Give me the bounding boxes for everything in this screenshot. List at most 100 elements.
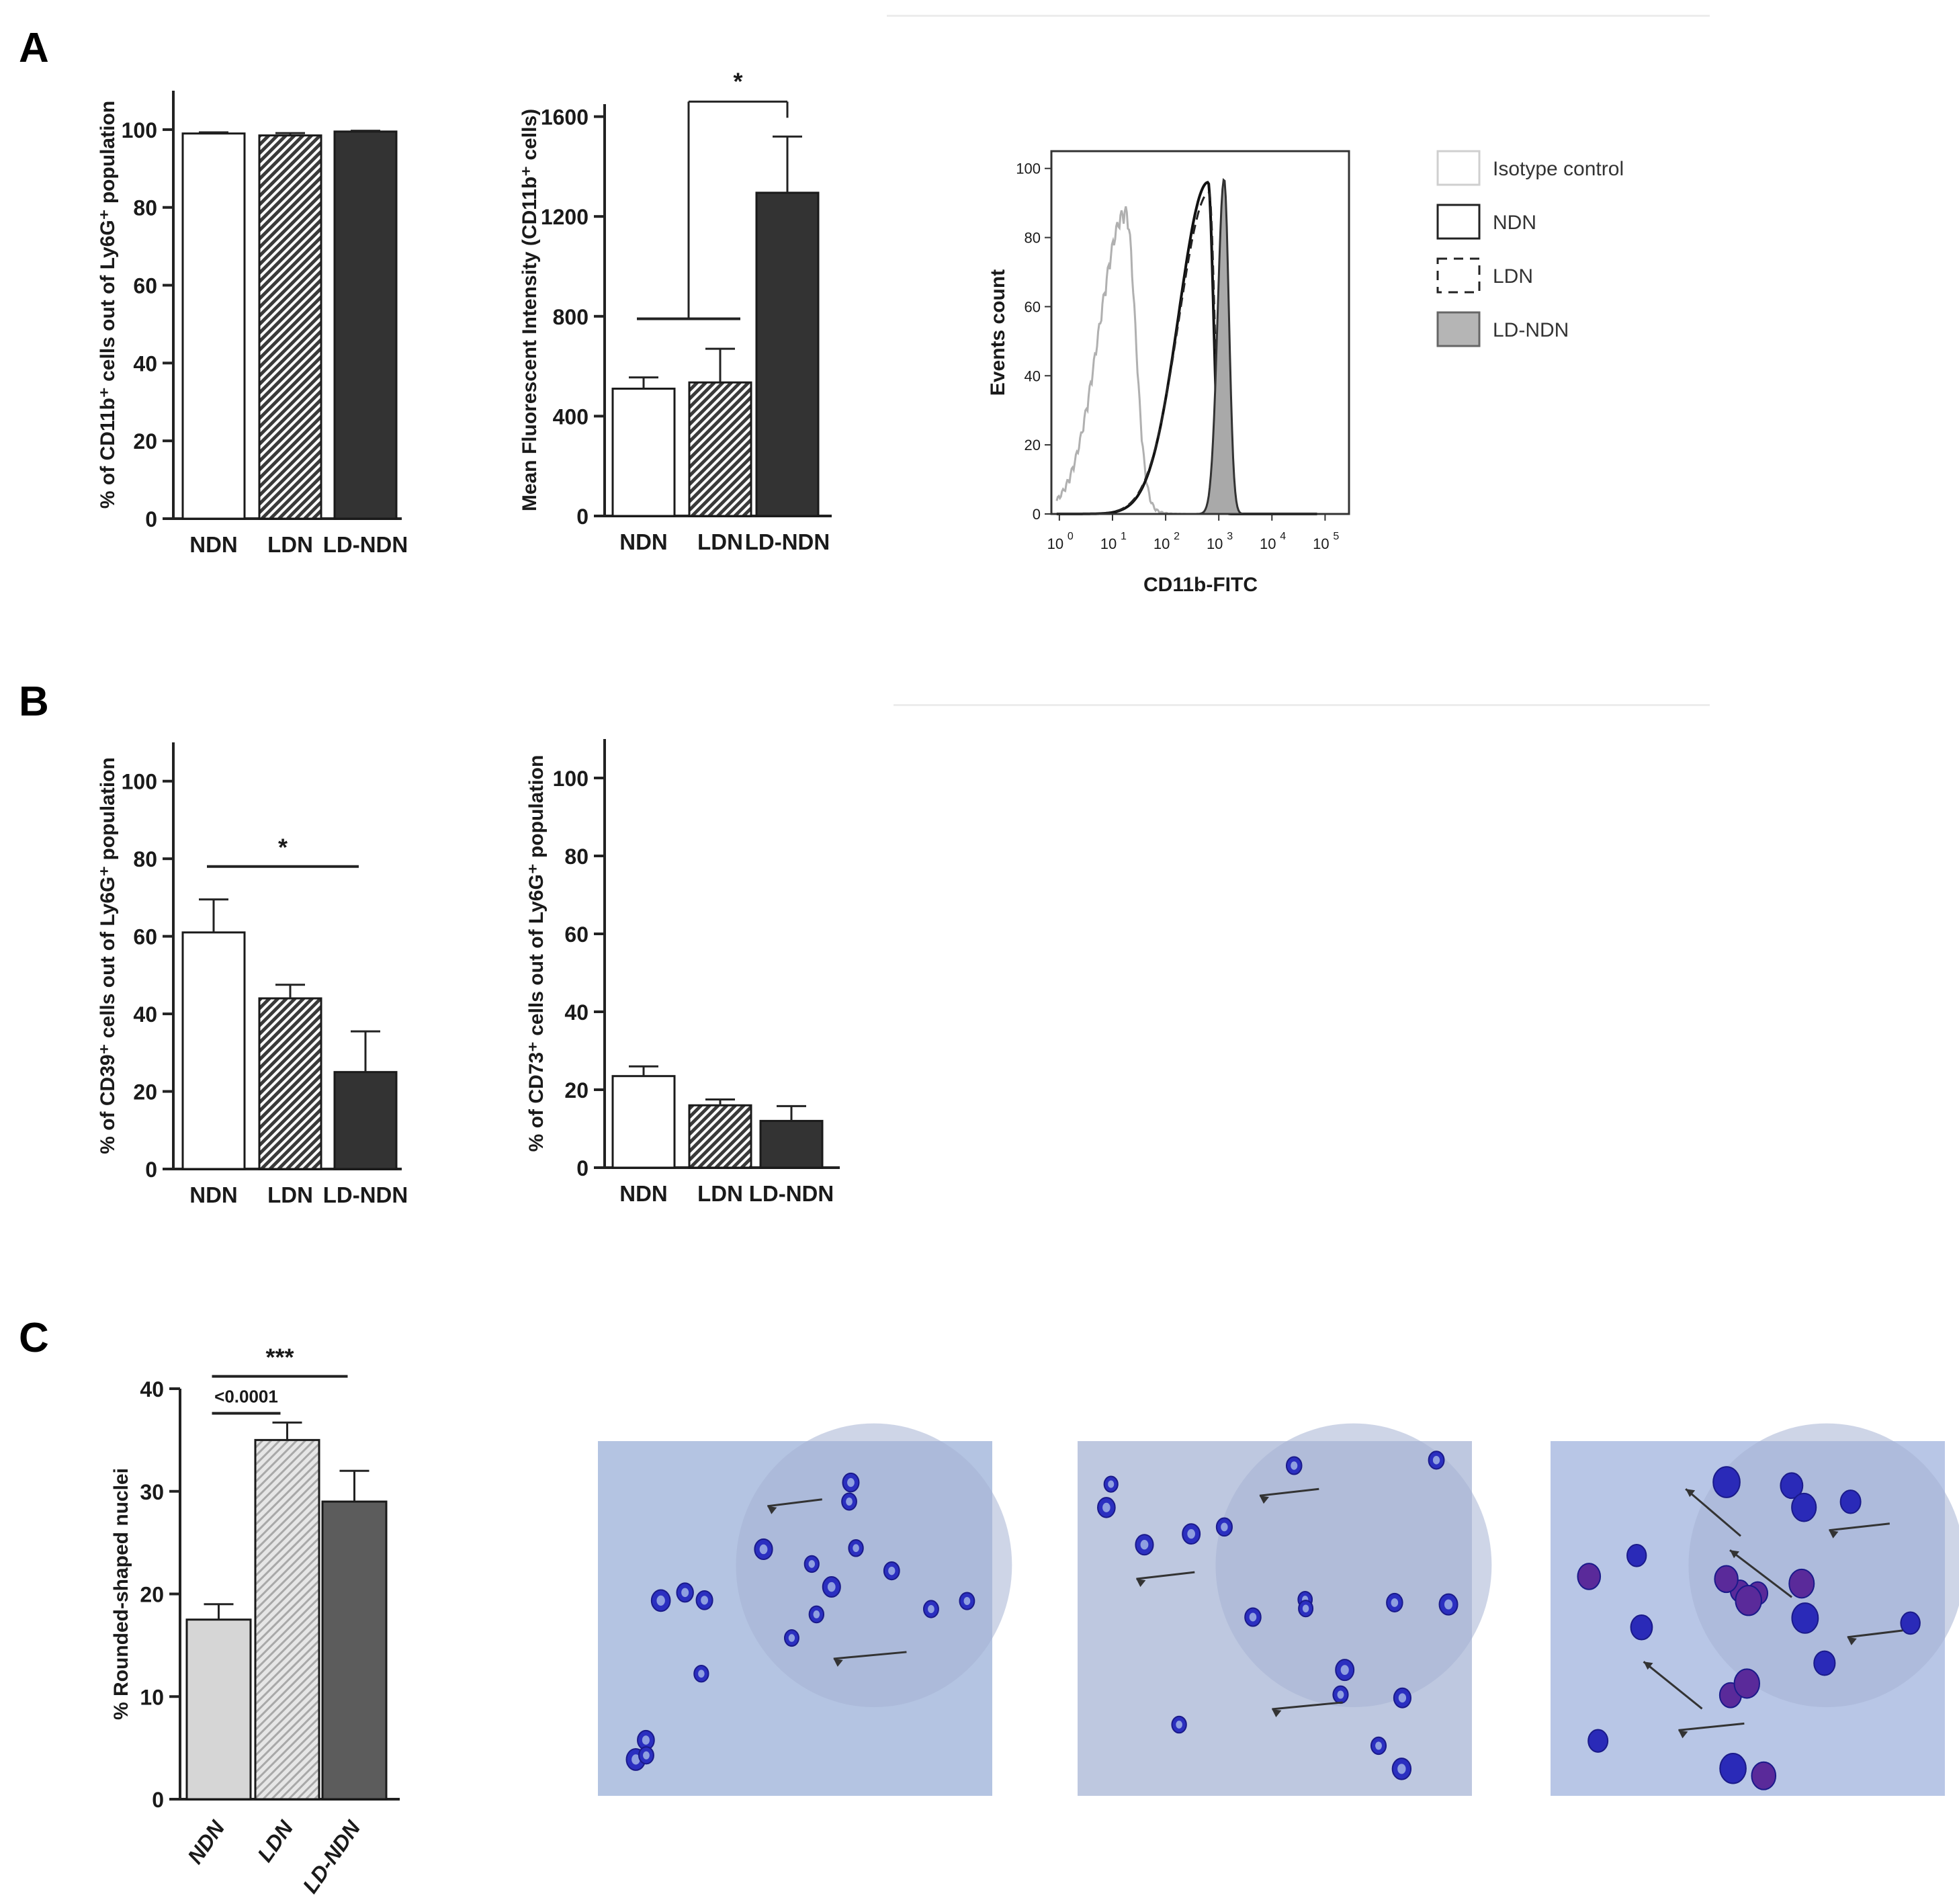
cell-lumen (632, 1754, 640, 1765)
panel-label-c: C (19, 1315, 49, 1361)
pointer-arrow-head (833, 1658, 843, 1667)
cell-lumen (847, 1478, 855, 1487)
x-tick-label: NDN (619, 1181, 668, 1206)
cell-lumen (808, 1560, 816, 1568)
histogram-frame (1050, 150, 1350, 515)
pointer-arrow-head (1730, 1550, 1740, 1559)
cell-lumen (1302, 1604, 1309, 1612)
cell-lumen (1187, 1529, 1195, 1539)
panel-label-b: B (19, 679, 49, 725)
y-axis-label: % of CD39⁺ cells out of Ly6G⁺ population (97, 757, 119, 1154)
y-tick-label: 80 (1025, 230, 1041, 247)
bar-ndn (185, 1618, 252, 1801)
cell-lumen (1391, 1598, 1399, 1607)
y-tick-label: 40 (133, 1002, 157, 1027)
histogram-ld-ndn (1056, 178, 1317, 515)
pointer-arrow (1272, 1701, 1343, 1711)
bar-ld-ndn (333, 1071, 398, 1170)
bar-ldn (254, 1438, 320, 1801)
stained-cell (1714, 1565, 1739, 1594)
x-tick-exponent: 0 (1068, 531, 1074, 542)
y-axis-label: % Rounded-shaped nuclei (110, 1468, 132, 1720)
x-tick-label: LDN (697, 1181, 743, 1206)
legend-label: Isotype control (1493, 158, 1624, 180)
x-tick-label: LDN (697, 529, 743, 554)
x-tick-exponent: 4 (1280, 531, 1286, 542)
y-tick-label: 0 (576, 505, 589, 529)
chart-cd73-percent: 0 20 40 60 80 100% of CD73⁺ cells out of Ly6G… (525, 739, 840, 1206)
x-tick-label: 10 (1153, 535, 1170, 552)
x-tick-label: LD-NDN (323, 1182, 408, 1207)
pointer-arrow (1678, 1722, 1745, 1731)
x-tick-label: LD-NDN (749, 1181, 834, 1206)
legend-label: NDN (1493, 212, 1536, 234)
y-tick-label: 0 (1033, 506, 1041, 523)
histogram-ldn (1056, 191, 1317, 515)
panel-label-a: A (19, 25, 49, 71)
y-axis-label: % of CD73⁺ cells out of Ly6G⁺ population (525, 755, 548, 1152)
y-tick-label: 20 (1025, 437, 1041, 453)
cell-lumen (642, 1735, 650, 1745)
cell-lumen (1249, 1612, 1257, 1622)
pointer-arrow-head (1643, 1661, 1653, 1670)
y-tick-label: 60 (564, 922, 589, 947)
bar-ndn (611, 388, 676, 517)
x-tick-exponent: 1 (1121, 531, 1127, 542)
pointer-arrow-head (1259, 1496, 1269, 1504)
significance-label: * (278, 834, 288, 861)
y-tick-label: 100 (122, 118, 157, 142)
cell-lumen (813, 1610, 820, 1618)
x-tick-label: LD-NDN (323, 532, 408, 557)
stained-cell (1751, 1761, 1777, 1790)
pointer-arrow-head (767, 1506, 777, 1514)
cell-lumen (656, 1595, 665, 1606)
pointer-arrow-head (1829, 1530, 1839, 1539)
x-tick-label: NDN (189, 1182, 238, 1207)
y-tick-label: 10 (140, 1685, 164, 1709)
x-tick-label: LD-NDN (745, 529, 830, 554)
x-tick-exponent: 3 (1227, 531, 1233, 542)
pointer-arrow (1685, 1488, 1741, 1537)
y-tick-label: 60 (1025, 298, 1041, 315)
y-tick-label: 100 (122, 770, 157, 794)
stained-cell (1712, 1466, 1741, 1498)
pointer-arrow (1259, 1487, 1319, 1497)
legend-label: LD-NDN (1493, 319, 1569, 341)
stained-cell (1780, 1472, 1804, 1500)
stained-cell (1900, 1611, 1921, 1635)
y-tick-label: 400 (553, 404, 589, 429)
y-tick-label: 0 (576, 1156, 589, 1180)
stained-cell (1735, 1585, 1762, 1616)
stained-cell (1719, 1753, 1747, 1784)
cell-lumen (759, 1544, 768, 1555)
bar-ldn (258, 134, 322, 520)
y-tick-label: 0 (152, 1788, 164, 1812)
micrograph-3 (1551, 1423, 1959, 1796)
cell-lumen (1375, 1741, 1382, 1750)
chart-cd39-percent: 0 20 40 60 80 100% of CD39⁺ cells out of Ly6G… (97, 742, 408, 1207)
y-axis-label: Mean Fluorescent Intensity (CD11b⁺ cells… (519, 109, 541, 511)
cell-lumen (1140, 1540, 1149, 1550)
cell-lumen (788, 1634, 795, 1642)
pointer-arrow-head (1272, 1708, 1282, 1717)
bar-ndn (181, 132, 246, 520)
pointer-arrow (1729, 1549, 1792, 1598)
cell-lumen (888, 1566, 896, 1575)
significance-label: *** (265, 1344, 294, 1371)
x-tick-label: NDN (183, 1816, 230, 1868)
y-tick-label: 80 (564, 845, 589, 869)
stained-cell (1577, 1563, 1602, 1590)
y-tick-label: 60 (133, 274, 157, 298)
pointer-arrow (1847, 1629, 1903, 1639)
bar-ndn (611, 1075, 676, 1169)
chart-rounded-nuclei: 0 10 20 30 40 % Rounded-shaped nuclei NDN LDN LD… (110, 1344, 400, 1897)
legend-swatch-ldn (1436, 257, 1481, 294)
micrograph-shading (1688, 1423, 1959, 1707)
y-tick-label: 80 (133, 196, 157, 220)
cell-lumen (1337, 1690, 1344, 1699)
cell-lumen (1398, 1693, 1407, 1703)
micrograph-shading (1215, 1423, 1492, 1707)
x-tick-label: NDN (619, 529, 668, 554)
